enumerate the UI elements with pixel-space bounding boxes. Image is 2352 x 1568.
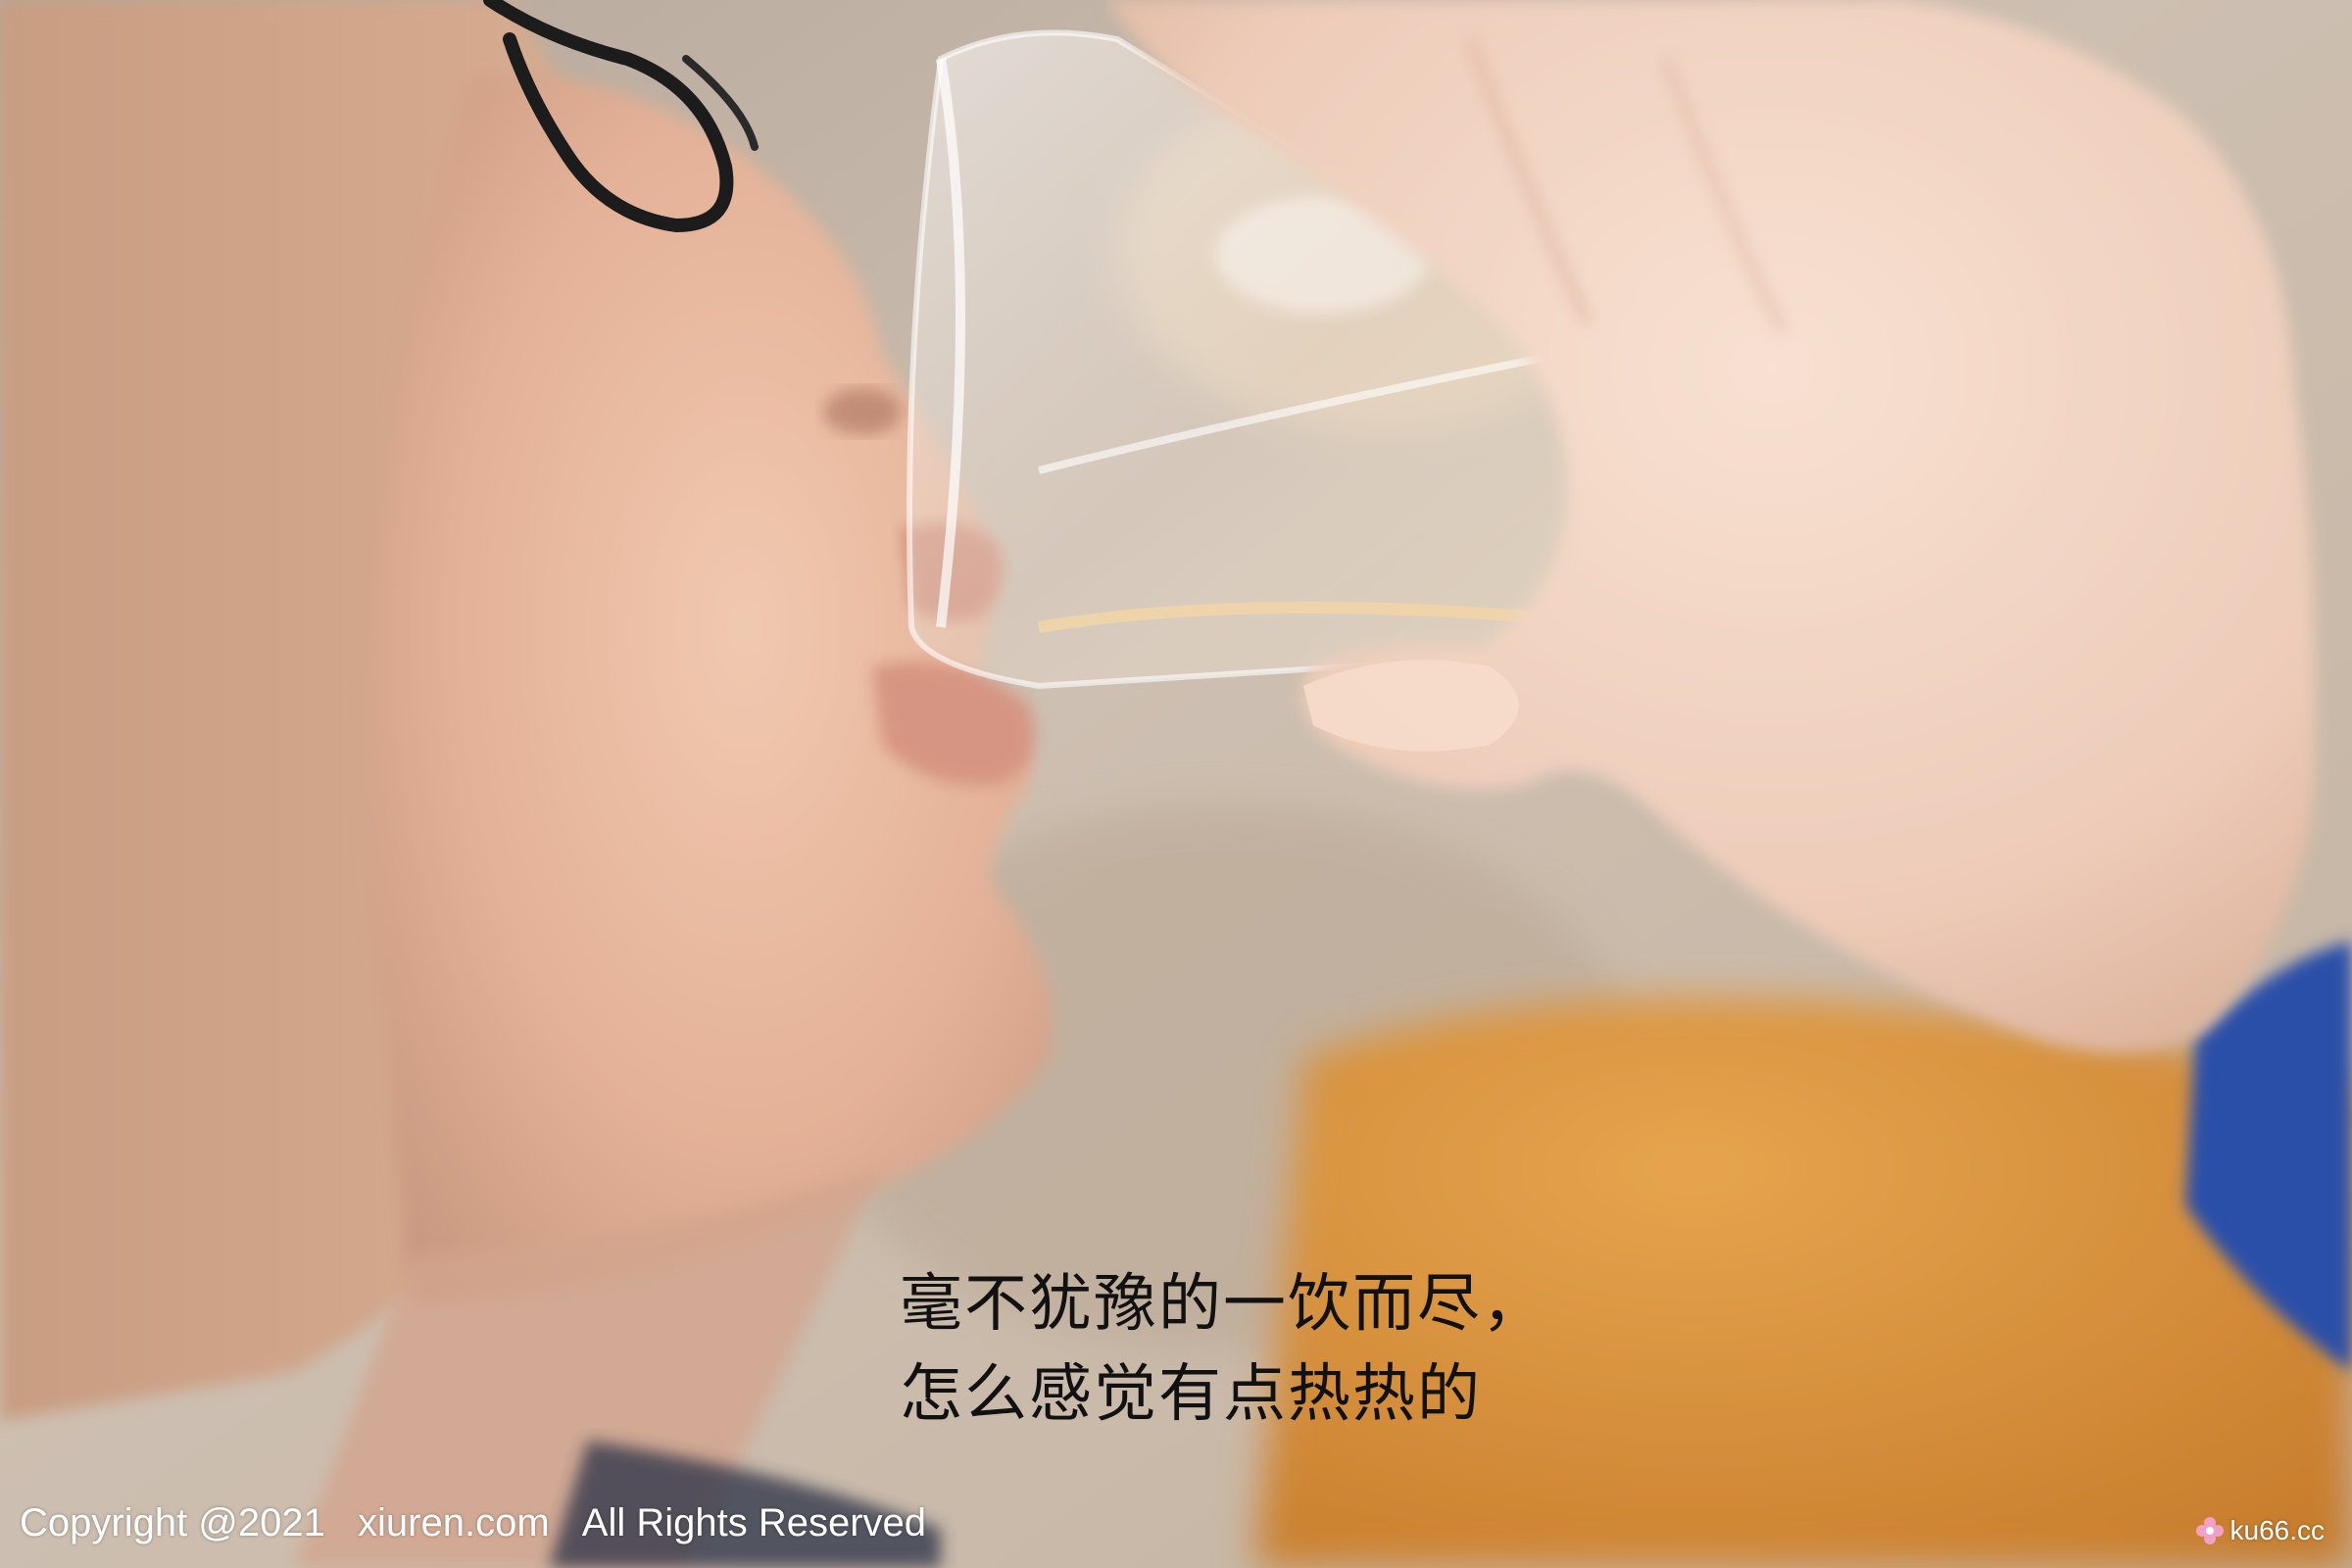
copyright-site: xiuren.com xyxy=(358,1501,550,1544)
caption-line-2: 怎么感觉有点热热的 xyxy=(900,1358,1482,1431)
caption-line-1: 毫不犹豫的一饮而尽， xyxy=(900,1268,1546,1341)
copyright-year: Copyright @2021 xyxy=(20,1501,325,1544)
site-watermark: ku66.cc xyxy=(2193,1511,2326,1550)
watermark-text: ku66.cc xyxy=(2230,1515,2326,1545)
flower-logo-icon xyxy=(2193,1514,2227,1547)
photo-caption: 毫不犹豫的一饮而尽， 怎么感觉有点热热的 xyxy=(900,1259,1782,1440)
copyright-notice: Copyright @2021 xiuren.com All Rights Re… xyxy=(20,1497,926,1548)
copyright-rights: All Rights Reserved xyxy=(581,1501,927,1544)
